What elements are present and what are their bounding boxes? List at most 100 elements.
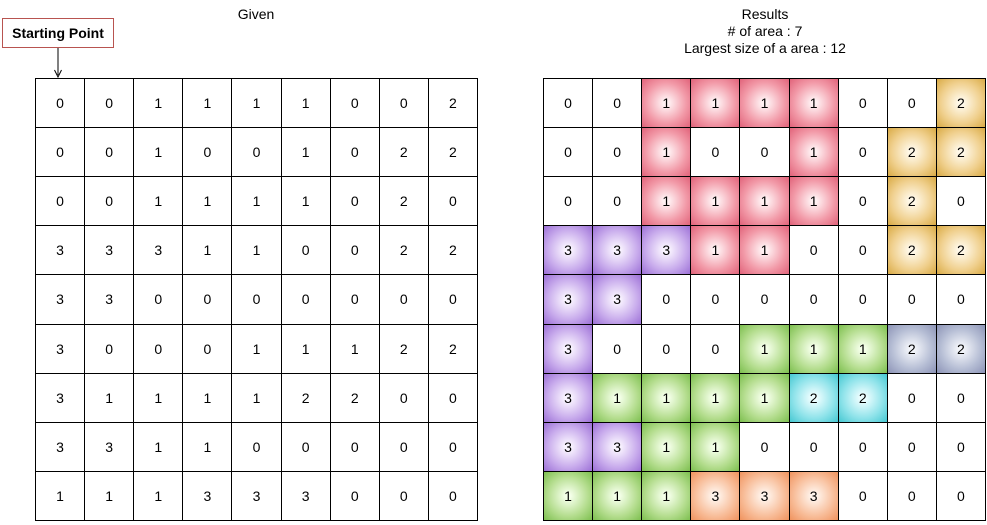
given-cell: 0 [281,275,331,325]
result-cell: 1 [691,226,741,276]
result-cell: 2 [887,226,937,276]
result-cell: 1 [740,177,790,227]
given-cell: 0 [379,79,429,129]
results-header: Results # of area : 7 Largest size of a … [640,6,890,57]
result-cell: 2 [936,324,986,374]
result-cell: 0 [936,373,986,423]
result-cell: 0 [887,275,937,325]
result-cell: 0 [691,275,741,325]
result-cell: 3 [544,422,594,472]
result-cell: 0 [593,177,643,227]
given-cell: 0 [379,422,429,472]
given-cell: 1 [85,471,135,521]
given-cell: 1 [134,128,184,178]
given-cell: 0 [428,275,478,325]
result-cell: 1 [544,471,594,521]
result-cell: 0 [642,275,692,325]
given-cell: 0 [36,79,86,129]
result-cell: 1 [642,177,692,227]
given-cell: 0 [281,226,331,276]
result-cell: 1 [642,128,692,178]
given-cell: 0 [232,275,282,325]
result-cell: 0 [789,422,839,472]
given-cell: 3 [36,226,86,276]
given-cell: 0 [134,275,184,325]
given-cell: 0 [330,79,380,129]
given-cell: 1 [134,471,184,521]
result-cell: 3 [593,275,643,325]
given-cell: 0 [428,177,478,227]
given-cell: 3 [36,324,86,374]
result-cell: 0 [544,128,594,178]
given-cell: 0 [379,373,429,423]
given-cell: 2 [281,373,331,423]
given-cell: 1 [36,471,86,521]
given-cell: 2 [379,324,429,374]
result-cell: 1 [789,79,839,129]
given-cell: 0 [330,226,380,276]
result-cell: 0 [740,275,790,325]
result-cell: 1 [740,79,790,129]
result-cell: 3 [593,226,643,276]
given-cell: 1 [183,226,233,276]
starting-point-label: Starting Point [2,18,114,48]
given-cell: 1 [281,177,331,227]
given-cell: 0 [36,177,86,227]
given-cell: 0 [85,128,135,178]
given-cell: 0 [85,177,135,227]
given-cell: 2 [379,177,429,227]
result-cell: 0 [887,422,937,472]
result-cell: 1 [691,79,741,129]
given-cell: 3 [85,275,135,325]
given-cell: 1 [183,177,233,227]
result-cell: 0 [691,324,741,374]
given-cell: 0 [85,79,135,129]
result-cell: 0 [838,128,888,178]
result-cell: 1 [838,324,888,374]
given-cell: 1 [183,422,233,472]
result-cell: 0 [642,324,692,374]
given-cell: 1 [232,79,282,129]
result-cell: 2 [887,324,937,374]
result-cell: 0 [740,422,790,472]
given-cell: 1 [232,373,282,423]
given-cell: 0 [428,471,478,521]
result-cell: 1 [593,373,643,423]
given-cell: 0 [85,324,135,374]
result-cell: 1 [789,324,839,374]
result-cell: 0 [936,422,986,472]
given-cell: 1 [134,373,184,423]
result-cell: 2 [838,373,888,423]
given-cell: 0 [330,422,380,472]
given-cell: 2 [330,373,380,423]
given-cell: 0 [232,128,282,178]
given-cell: 3 [183,471,233,521]
result-cell: 2 [789,373,839,423]
given-cell: 1 [330,324,380,374]
result-cell: 0 [936,471,986,521]
result-cell: 0 [593,79,643,129]
given-cell: 3 [85,226,135,276]
given-cell: 1 [134,79,184,129]
result-cell: 0 [936,177,986,227]
given-title: Given [237,6,275,22]
result-cell: 0 [789,226,839,276]
given-cell: 0 [330,128,380,178]
result-cell: 3 [544,275,594,325]
result-cell: 1 [642,471,692,521]
result-cell: 1 [789,128,839,178]
given-cell: 0 [183,324,233,374]
result-cell: 2 [936,79,986,129]
result-cell: 0 [887,79,937,129]
largest-size-label: Largest size of a area : 12 [684,40,846,56]
result-cell: 0 [544,177,594,227]
given-cell: 1 [134,422,184,472]
area-count-label: # of area : 7 [727,23,803,39]
result-cell: 3 [544,324,594,374]
given-cell: 1 [281,324,331,374]
given-cell: 0 [134,324,184,374]
given-cell: 0 [379,275,429,325]
given-cell: 3 [36,275,86,325]
result-cell: 3 [544,226,594,276]
result-cell: 1 [740,373,790,423]
